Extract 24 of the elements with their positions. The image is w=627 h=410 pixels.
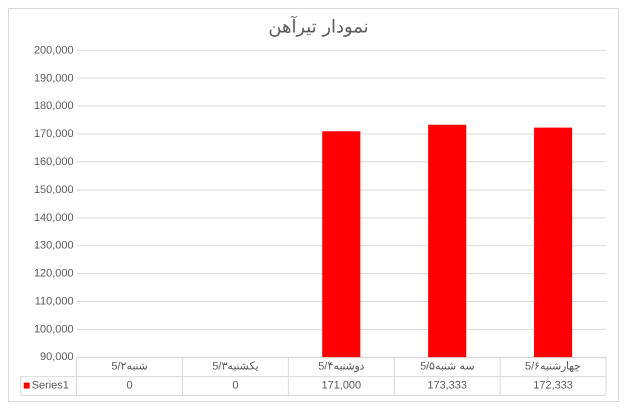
y-tick-label: 160,000 <box>34 156 74 168</box>
y-tick-label: 190,000 <box>34 72 74 84</box>
y-tick-label: 100,000 <box>34 323 74 336</box>
x-tick-label: 5/۲شنبه <box>111 360 148 373</box>
x-tick-label: 5/۶چهارشنبه <box>525 360 582 373</box>
y-tick-label: 170,000 <box>34 128 74 140</box>
data-label: 173,333 <box>427 380 467 392</box>
y-tick-label: 90,000 <box>40 351 74 364</box>
y-tick-label: 110,000 <box>34 295 74 308</box>
y-tick-label: 180,000 <box>34 100 74 112</box>
y-tick-label: 130,000 <box>34 240 74 252</box>
y-tick-label: 200,000 <box>34 44 74 56</box>
y-tick-label: 150,000 <box>34 184 74 196</box>
y-tick-label: 120,000 <box>34 268 74 280</box>
text: 0 <box>232 380 238 392</box>
x-tick-label: 5/۴دوشنبه <box>318 360 364 373</box>
x-tick-label: 5/۵سه شنبه <box>420 360 474 373</box>
legend-label: Series1 <box>32 380 69 392</box>
data-label: 172,333 <box>533 380 573 392</box>
x-tick-label: 5/۳یکشنبه <box>212 360 258 373</box>
data-label: 171,000 <box>322 380 362 392</box>
chart-title: نمودار تیرآهن <box>268 15 369 38</box>
text: 0 <box>126 380 133 392</box>
y-tick-label: 140,000 <box>34 212 74 224</box>
